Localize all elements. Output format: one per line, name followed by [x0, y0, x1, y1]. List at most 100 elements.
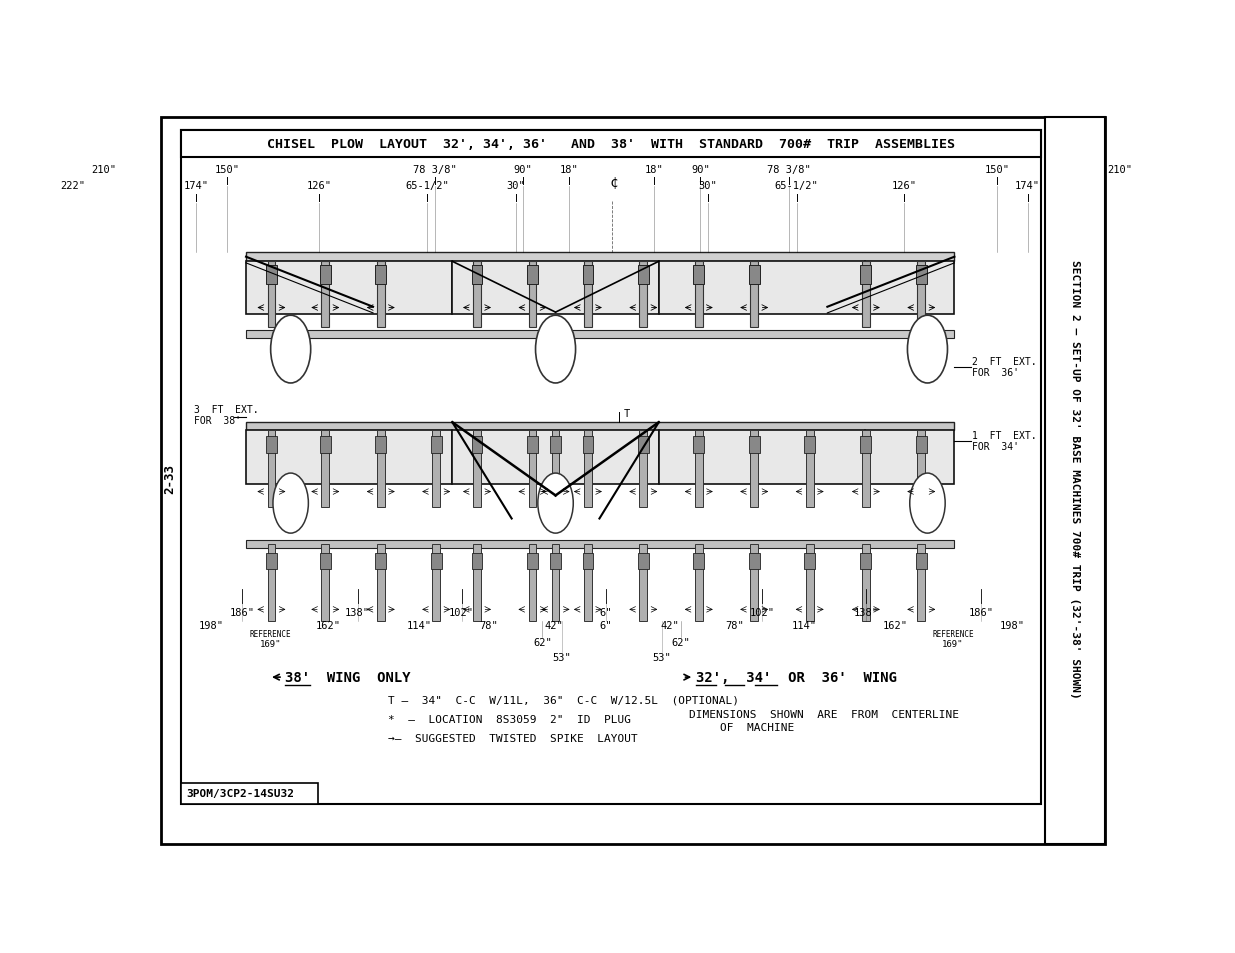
Bar [473, 262, 480, 328]
Text: CHISEL  PLOW  LAYOUT  32', 34', 36'   AND  38'  WITH  STANDARD  700#  TRIP  ASSE: CHISEL PLOW LAYOUT 32', 34', 36' AND 38'… [267, 138, 955, 152]
Bar [529, 431, 536, 507]
Bar [377, 544, 384, 621]
Bar [452, 431, 658, 484]
Bar [246, 540, 955, 548]
Bar [695, 431, 703, 507]
Text: 38'  WING  ONLY: 38' WING ONLY [284, 670, 410, 684]
Bar [552, 544, 559, 621]
Text: 169": 169" [942, 639, 963, 648]
Text: 186": 186" [969, 607, 994, 618]
Bar [268, 431, 275, 507]
Bar [640, 544, 647, 621]
Bar [375, 554, 387, 569]
Text: 78 3/8": 78 3/8" [767, 164, 810, 174]
Text: REFERENCE: REFERENCE [249, 630, 291, 639]
Text: 62": 62" [534, 638, 552, 647]
Bar [473, 544, 480, 621]
Bar [246, 423, 955, 431]
Text: DIMENSIONS  SHOWN  ARE  FROM  CENTERLINE: DIMENSIONS SHOWN ARE FROM CENTERLINE [689, 710, 958, 720]
Bar [246, 253, 955, 262]
Text: 114": 114" [792, 620, 816, 631]
Text: 138": 138" [853, 607, 878, 618]
Text: 174": 174" [1015, 181, 1040, 192]
Text: 78 3/8": 78 3/8" [412, 164, 457, 174]
Bar [638, 266, 648, 285]
Text: 18": 18" [645, 164, 663, 174]
Text: 30": 30" [699, 181, 718, 192]
Text: 162": 162" [883, 620, 908, 631]
Ellipse shape [270, 315, 311, 383]
Bar [246, 262, 452, 315]
Bar [452, 262, 658, 315]
Text: 18": 18" [559, 164, 579, 174]
Text: 210": 210" [1108, 164, 1132, 174]
Text: 2-33: 2-33 [163, 464, 177, 494]
Bar [320, 554, 331, 569]
Bar [268, 262, 275, 328]
Text: 3  FT  EXT.: 3 FT EXT. [194, 405, 259, 415]
Text: 6": 6" [599, 620, 611, 631]
Text: 3POM/3CP2-14SU32: 3POM/3CP2-14SU32 [186, 788, 295, 799]
Bar [918, 262, 925, 328]
Text: 53": 53" [552, 653, 571, 662]
Bar [321, 544, 330, 621]
Bar [583, 436, 593, 454]
Bar [864, 431, 955, 484]
Text: 53": 53" [652, 653, 671, 662]
Bar [751, 431, 758, 507]
Bar [864, 262, 955, 315]
Bar [751, 544, 758, 621]
Bar [321, 262, 330, 328]
Bar [695, 262, 703, 328]
Text: 210": 210" [91, 164, 116, 174]
Bar [584, 262, 592, 328]
Bar [862, 431, 869, 507]
Bar [472, 554, 483, 569]
Bar [266, 266, 277, 285]
Bar [246, 331, 955, 338]
Bar [320, 436, 331, 454]
Text: REFERENCE: REFERENCE [932, 630, 973, 639]
Bar [583, 266, 593, 285]
Bar [1045, 118, 1104, 844]
Bar [473, 431, 480, 507]
Bar [805, 544, 814, 621]
Bar [861, 266, 871, 285]
Bar [748, 554, 760, 569]
Bar [918, 544, 925, 621]
Text: 114": 114" [406, 620, 432, 631]
Bar [693, 436, 704, 454]
Bar [266, 436, 277, 454]
Text: 150": 150" [214, 164, 240, 174]
Bar [266, 554, 277, 569]
Bar [320, 266, 331, 285]
Bar [529, 262, 536, 328]
Text: 62": 62" [672, 638, 690, 647]
Bar [916, 266, 926, 285]
Bar [916, 554, 926, 569]
Bar [431, 554, 442, 569]
Bar [751, 262, 758, 328]
Bar [805, 431, 814, 507]
Bar [748, 436, 760, 454]
Text: 1  FT  EXT.: 1 FT EXT. [972, 431, 1036, 441]
Text: 102": 102" [750, 607, 774, 618]
Text: 30": 30" [506, 181, 525, 192]
Bar [638, 436, 648, 454]
Text: →–  SUGGESTED  TWISTED  SPIKE  LAYOUT: →– SUGGESTED TWISTED SPIKE LAYOUT [389, 734, 638, 743]
Text: 150": 150" [984, 164, 1009, 174]
Bar [375, 266, 387, 285]
Bar [658, 431, 864, 484]
Text: 126": 126" [892, 181, 916, 192]
Text: ¢: ¢ [609, 175, 618, 190]
Text: 126": 126" [306, 181, 332, 192]
Bar [804, 554, 815, 569]
Bar [180, 782, 317, 804]
Bar [918, 431, 925, 507]
Bar [638, 554, 648, 569]
Bar [377, 262, 384, 328]
Bar [658, 262, 864, 315]
Bar [584, 544, 592, 621]
Bar [693, 554, 704, 569]
Text: 198": 198" [199, 620, 224, 631]
